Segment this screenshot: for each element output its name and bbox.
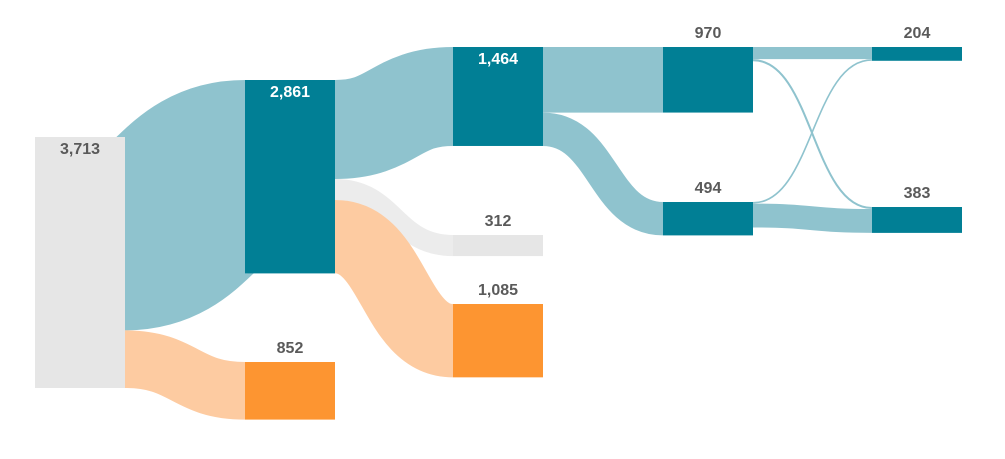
node	[663, 202, 753, 236]
link	[752, 59, 873, 210]
node-label: 1,085	[478, 282, 518, 299]
node-label: 2,861	[270, 84, 310, 101]
node-label: 383	[904, 185, 931, 202]
link	[123, 330, 247, 420]
node	[453, 235, 543, 257]
link	[752, 203, 873, 233]
node-label: 312	[485, 213, 512, 230]
node	[245, 80, 335, 274]
node	[872, 47, 962, 61]
link	[332, 46, 456, 179]
node-label: 3,713	[60, 141, 100, 158]
node	[663, 47, 753, 113]
node-label: 1,464	[478, 51, 518, 68]
link	[107, 79, 263, 331]
node-label: 204	[904, 25, 931, 42]
node	[35, 137, 125, 388]
node	[872, 207, 962, 233]
node-label: 852	[277, 340, 304, 357]
link	[541, 112, 665, 236]
node-label: 970	[695, 25, 722, 42]
link	[330, 200, 458, 378]
node	[453, 304, 543, 378]
link	[752, 59, 873, 204]
node	[453, 47, 543, 146]
node	[245, 362, 335, 420]
link	[334, 178, 454, 257]
node-label: 494	[695, 180, 722, 197]
